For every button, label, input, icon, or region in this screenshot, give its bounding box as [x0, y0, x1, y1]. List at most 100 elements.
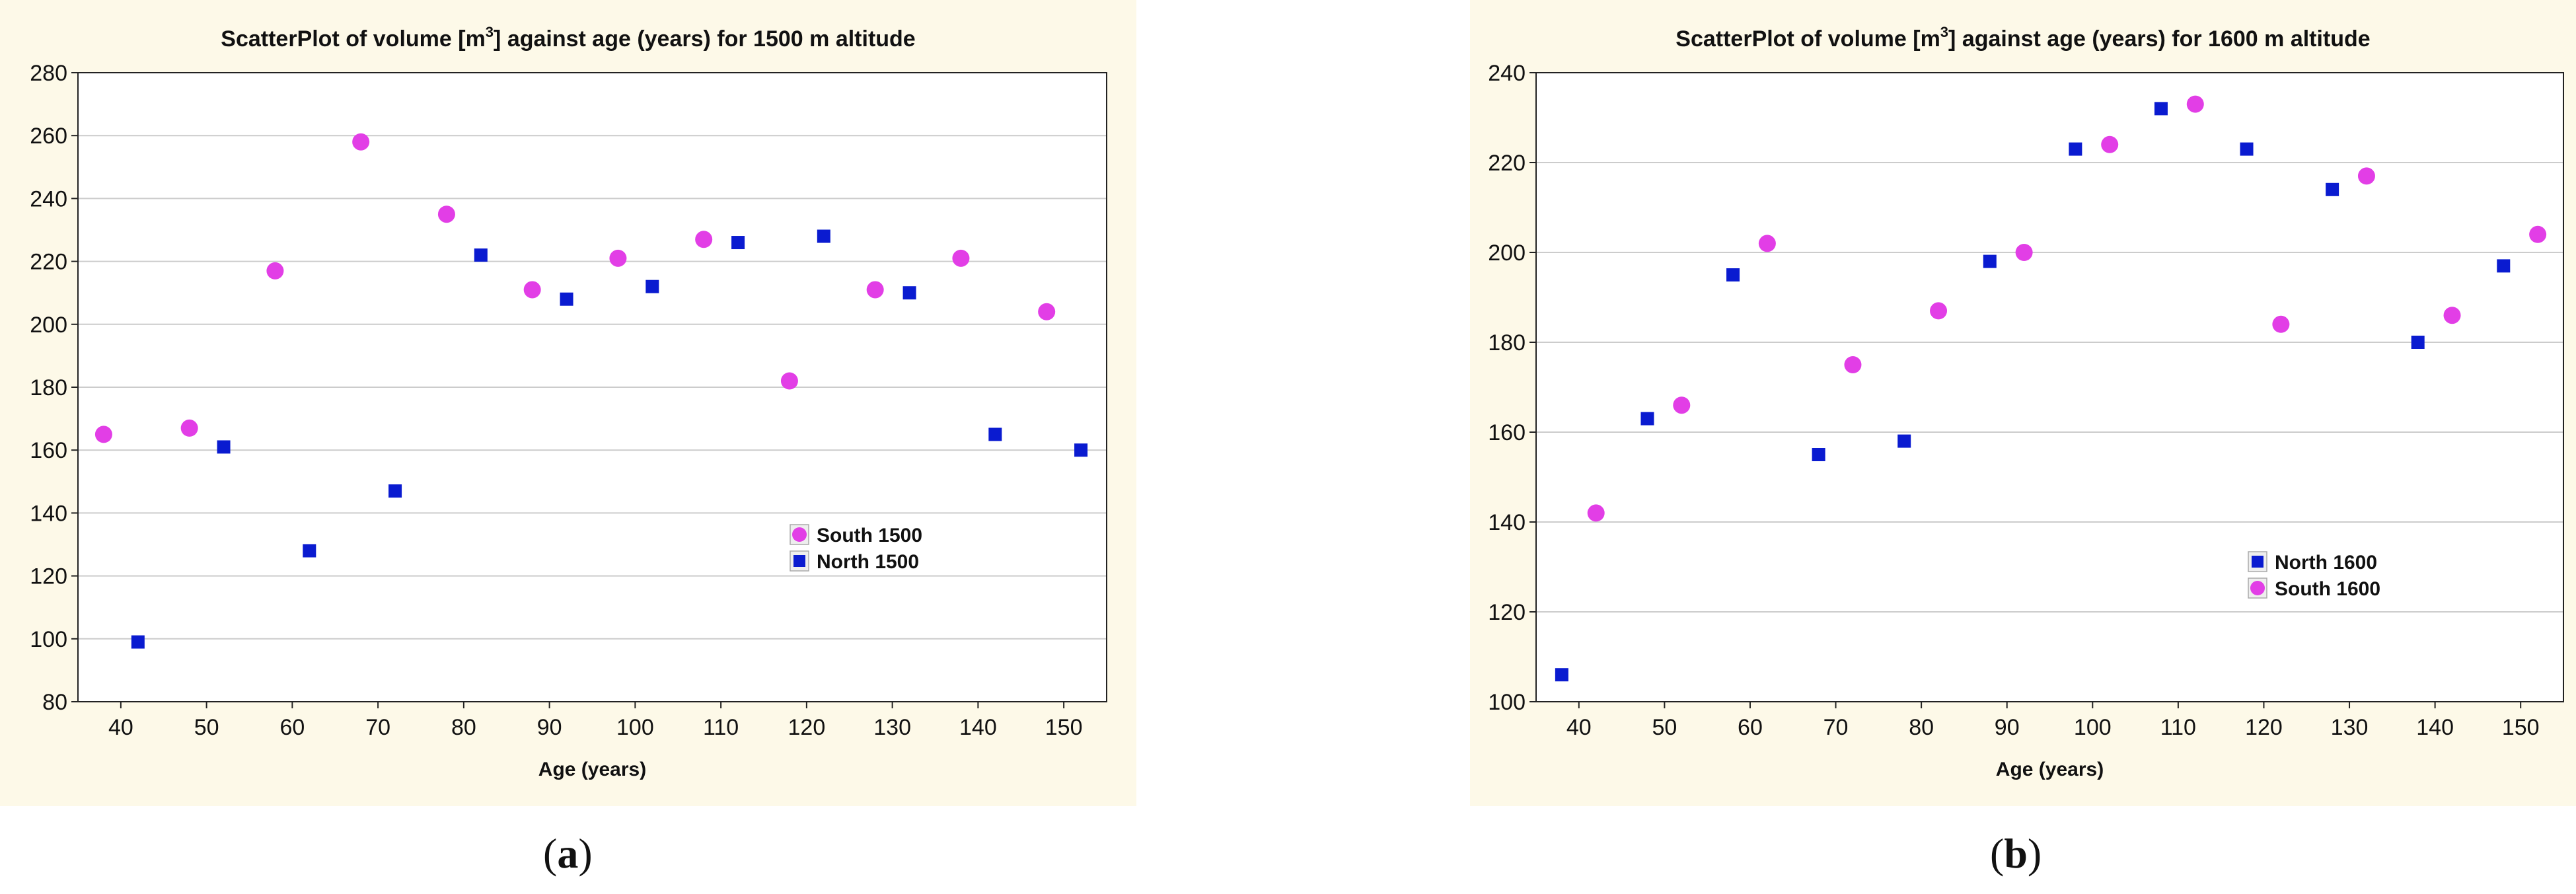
caption-a: (a): [543, 830, 593, 877]
data-point-north-1600: [2326, 182, 2339, 196]
data-point-north-1500: [217, 440, 231, 454]
data-point-north-1500: [131, 635, 145, 649]
x-tick-label: 40: [1566, 715, 1592, 740]
scatter-chart-a: ScatterPlot of volume [m3] against age (…: [30, 24, 1107, 780]
chart-title: ScatterPlot of volume [m3] against age (…: [1675, 24, 2370, 52]
data-point-north-1600: [1983, 254, 1997, 268]
x-tick-label: 150: [2502, 715, 2540, 740]
data-point-north-1600: [2069, 142, 2082, 156]
data-point-north-1500: [988, 428, 1002, 441]
y-tick-label: 280: [30, 61, 67, 86]
x-tick-label: 140: [2416, 715, 2454, 740]
plot-frame: [1535, 72, 2564, 702]
x-tick-label: 120: [788, 715, 826, 740]
data-point-south-1500: [94, 426, 112, 443]
data-point-north-1600: [1726, 268, 1740, 281]
x-tick-label: 120: [2245, 715, 2283, 740]
x-tick-label: 40: [108, 715, 133, 740]
chart-title-rest: ] against age (years) for 1600 m altitud…: [1948, 26, 2371, 52]
y-tick-label: 240: [30, 186, 67, 211]
chart-title-main: ScatterPlot of volume [m: [221, 26, 486, 52]
data-point-south-1600: [2101, 135, 2119, 153]
data-point-north-1600: [2240, 142, 2254, 156]
y-tick-label: 220: [1488, 151, 1526, 176]
plot-area: [1536, 73, 2563, 702]
data-point-south-1600: [2529, 225, 2547, 243]
chart-title: ScatterPlot of volume [m3] against age (…: [221, 24, 915, 52]
data-point-north-1600: [1640, 412, 1654, 426]
data-point-south-1600: [2186, 95, 2204, 113]
data-point-north-1500: [731, 236, 745, 250]
x-tick-label: 130: [2331, 715, 2369, 740]
y-tick-label: 180: [30, 375, 67, 400]
x-tick-label: 100: [2074, 715, 2112, 740]
data-point-north-1500: [645, 279, 659, 293]
x-tick-label: 50: [194, 715, 219, 740]
data-point-south-1500: [1038, 303, 1056, 320]
data-point-north-1500: [1074, 443, 1088, 457]
data-point-south-1500: [180, 419, 198, 437]
data-point-south-1600: [1758, 235, 1776, 252]
y-tick-label: 80: [42, 690, 67, 715]
plot-frame: [77, 72, 1107, 702]
x-tick-label: 70: [1823, 715, 1849, 740]
x-tick-label: 80: [1909, 715, 1934, 740]
y-tick-label: 120: [30, 564, 67, 589]
x-tick-label: 150: [1045, 715, 1083, 740]
data-point-south-1600: [1930, 302, 1948, 320]
legend-marker-square: [793, 555, 805, 567]
x-tick-label: 80: [451, 715, 476, 740]
y-tick-label: 240: [1488, 61, 1526, 86]
y-tick-label: 140: [30, 501, 67, 526]
caption-a-letter: a: [557, 830, 579, 877]
data-point-south-1500: [437, 205, 455, 223]
x-tick-label: 90: [1995, 715, 2020, 740]
x-tick-label: 60: [279, 715, 305, 740]
y-tick-label: 200: [30, 313, 67, 338]
legend: North 1600 South 1600: [2248, 551, 2380, 600]
data-point-south-1500: [952, 249, 970, 267]
x-tick-label: 50: [1652, 715, 1677, 740]
data-point-south-1500: [609, 249, 627, 267]
x-axis-label: Age (years): [1996, 759, 2104, 780]
chart-title-main: ScatterPlot of volume [m: [1675, 26, 1940, 52]
data-point-north-1600: [2154, 102, 2168, 116]
data-point-south-1600: [2443, 307, 2461, 324]
chart-panel-a: ScatterPlot of volume [m3] against age (…: [0, 0, 1136, 806]
y-tick-label: 180: [1488, 330, 1526, 355]
data-point-north-1600: [2411, 336, 2425, 349]
y-tick-label: 200: [1488, 241, 1526, 266]
legend-label: North 1600: [2275, 552, 2377, 574]
data-point-north-1500: [817, 229, 830, 243]
data-point-south-1500: [866, 281, 884, 299]
x-axis-label: Age (years): [538, 759, 646, 780]
data-point-south-1600: [2272, 315, 2290, 333]
data-point-north-1500: [474, 248, 488, 262]
y-tick-label: 140: [1488, 510, 1526, 535]
legend-marker-box: [790, 550, 809, 572]
legend-label: South 1600: [2275, 578, 2380, 600]
legend-label: North 1500: [817, 551, 919, 573]
data-point-south-1600: [2357, 167, 2375, 185]
chart-panel-b: ScatterPlot of volume [m3] against age (…: [1470, 0, 2576, 806]
data-point-south-1600: [1673, 396, 1691, 414]
x-tick-label: 130: [873, 715, 911, 740]
data-point-south-1600: [1844, 356, 1862, 373]
x-tick-label: 70: [365, 715, 390, 740]
x-tick-label: 110: [2160, 715, 2196, 740]
data-point-south-1500: [780, 372, 798, 390]
chart-title-superscript: 3: [486, 24, 494, 40]
data-point-south-1500: [695, 231, 713, 248]
data-point-north-1600: [1897, 434, 1911, 448]
chart-title-superscript: 3: [1940, 24, 1948, 40]
y-tick-label: 260: [30, 124, 67, 149]
data-point-north-1500: [560, 292, 573, 306]
x-tick-label: 100: [616, 715, 654, 740]
data-point-north-1500: [902, 286, 916, 300]
data-point-south-1600: [2015, 244, 2033, 261]
data-point-north-1600: [1812, 448, 1825, 461]
legend-marker-square: [2252, 556, 2263, 568]
x-tick-label: 110: [703, 715, 739, 740]
y-tick-label: 220: [30, 250, 67, 275]
y-tick-label: 160: [30, 438, 67, 463]
